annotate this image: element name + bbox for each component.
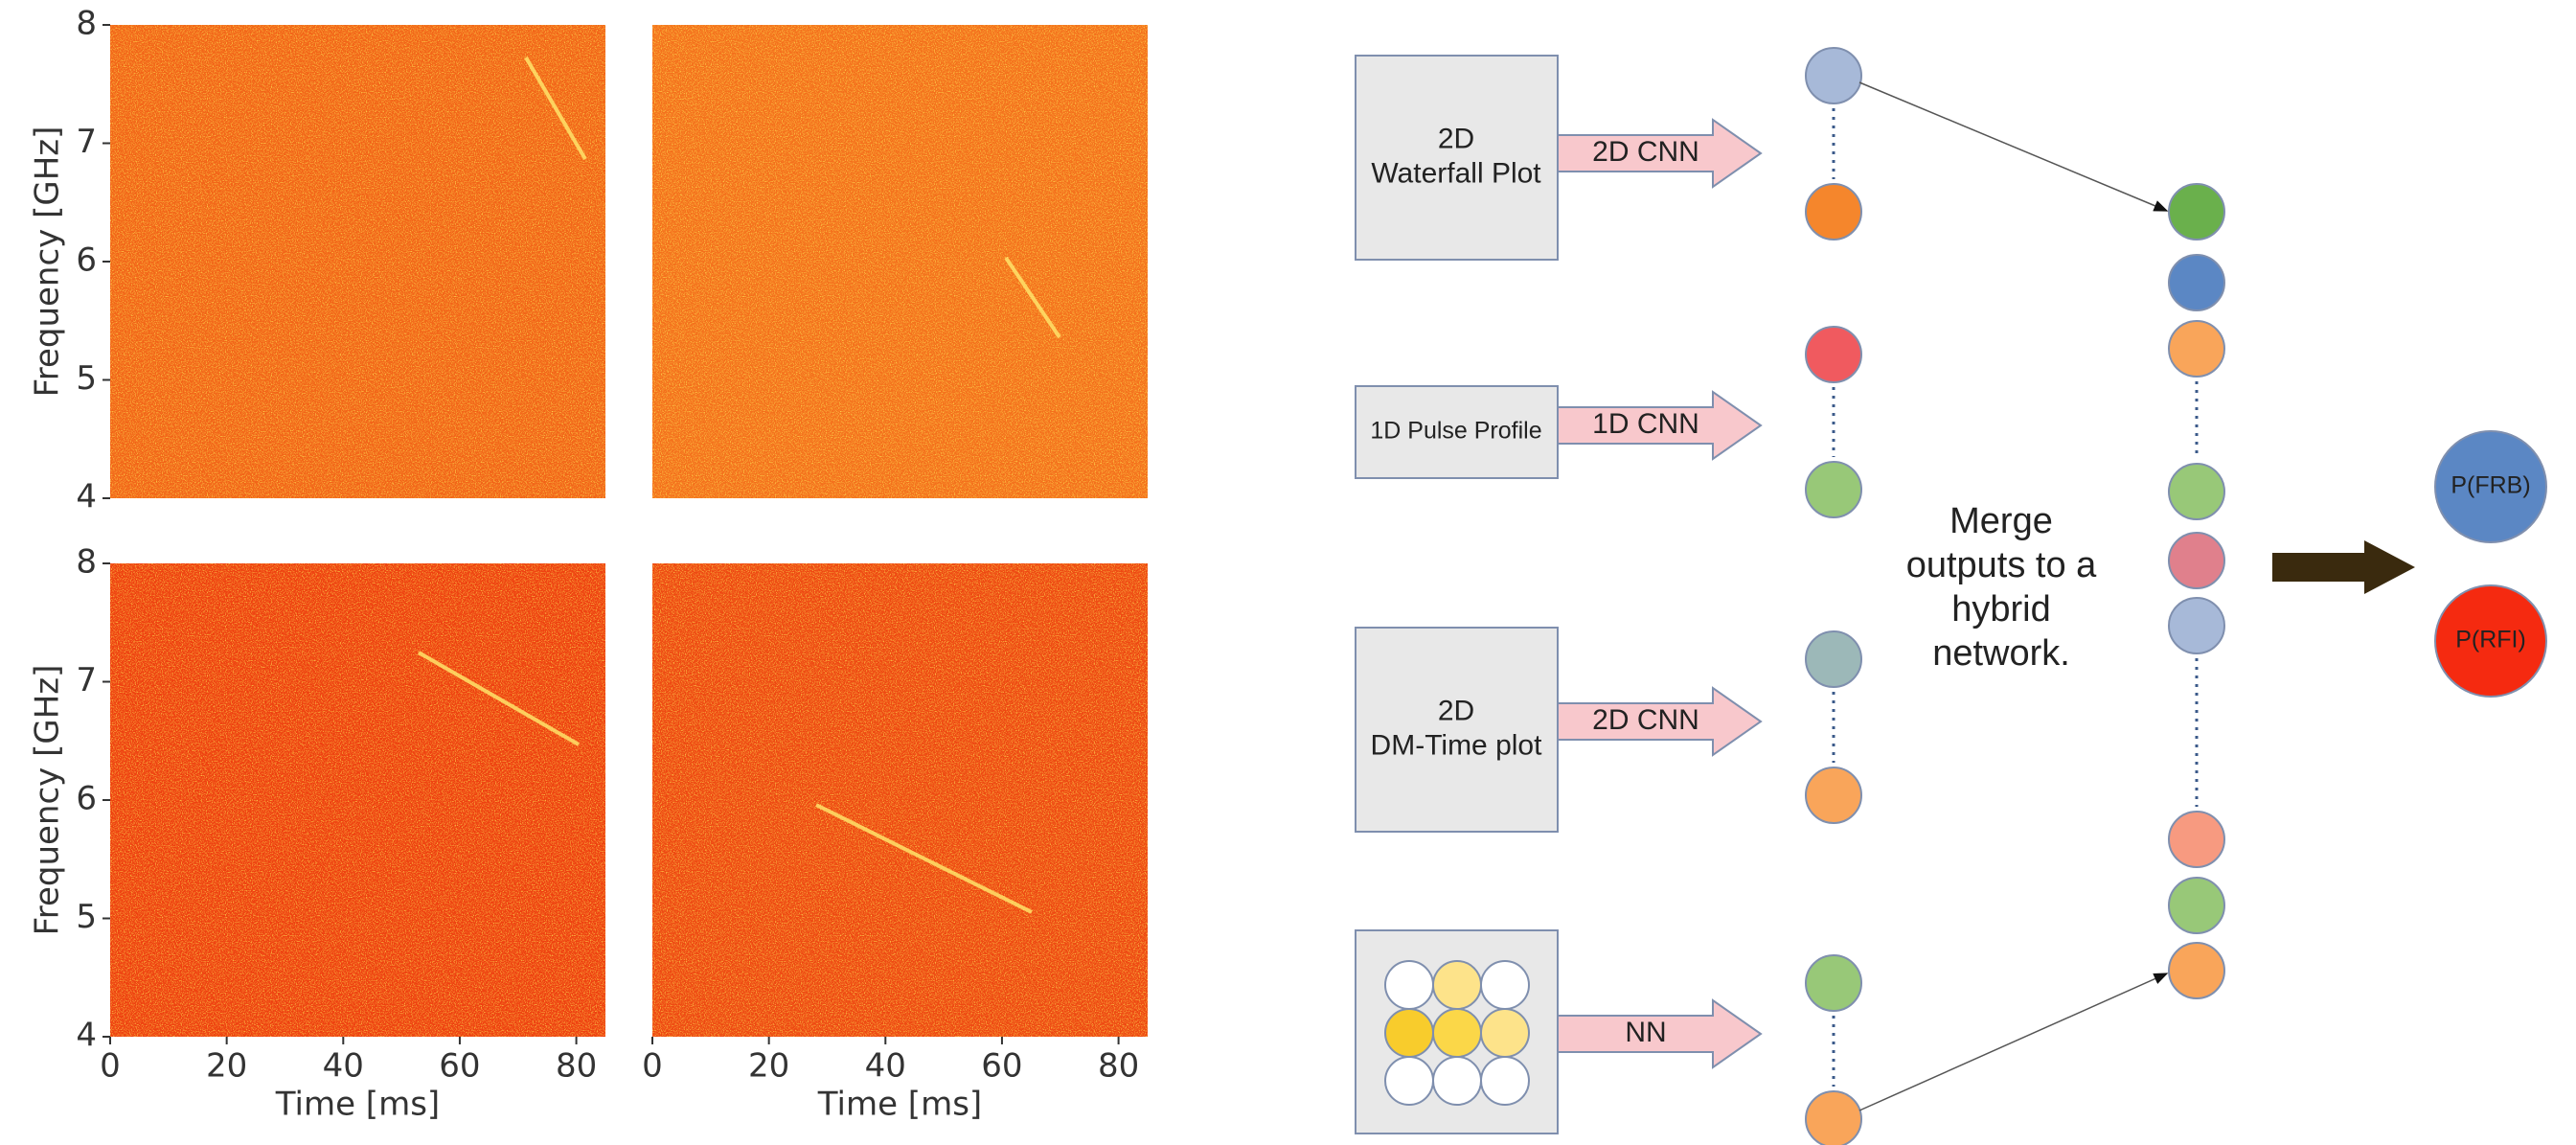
- merged-node: [2169, 598, 2224, 653]
- input-label: 2D: [1438, 695, 1474, 726]
- feature-node: [1806, 48, 1861, 103]
- waterfall-noise: [110, 25, 605, 498]
- x-tick-label: 60: [439, 1047, 480, 1086]
- y-tick-label: 8: [76, 543, 97, 582]
- y-axis-label: Frequency [GHz]: [29, 665, 67, 936]
- y-tick-label: 8: [76, 5, 97, 43]
- input-label: 1D Pulse Profile: [1370, 418, 1541, 445]
- arrow-label: 1D CNN: [1592, 408, 1699, 440]
- merged-node: [2169, 321, 2224, 377]
- grid-node: [1481, 961, 1529, 1009]
- waterfall-noise: [652, 25, 1148, 498]
- arrow-label: 2D CNN: [1592, 704, 1699, 736]
- merged-node: [2169, 464, 2224, 519]
- output-arrow: [2272, 540, 2415, 594]
- merge-text: Merge: [1949, 501, 2053, 541]
- y-tick-label: 6: [76, 780, 97, 818]
- x-tick-label: 0: [642, 1047, 663, 1086]
- merge-text: outputs to a: [1906, 545, 2097, 585]
- y-tick-label: 7: [76, 123, 97, 161]
- input-label: 2D: [1438, 123, 1474, 154]
- arrow-label: NN: [1625, 1017, 1666, 1048]
- input-label: DM-Time plot: [1371, 729, 1543, 761]
- y-tick-label: 6: [76, 241, 97, 280]
- x-tick-label: 80: [556, 1047, 597, 1086]
- grid-node: [1385, 1057, 1433, 1105]
- arrow-label: 2D CNN: [1592, 136, 1699, 168]
- merged-node: [2169, 533, 2224, 588]
- y-tick-label: 7: [76, 661, 97, 699]
- y-tick-label: 4: [76, 478, 97, 516]
- x-tick-label: 20: [206, 1047, 247, 1086]
- grid-node: [1433, 1009, 1481, 1057]
- x-tick-label: 20: [748, 1047, 789, 1086]
- merged-node: [2169, 812, 2224, 867]
- waterfall-noise: [652, 563, 1148, 1037]
- y-tick-label: 5: [76, 359, 97, 398]
- x-tick-label: 40: [323, 1047, 364, 1086]
- merged-node: [2169, 943, 2224, 998]
- grid-node: [1481, 1057, 1529, 1105]
- y-tick-label: 5: [76, 898, 97, 936]
- x-tick-label: 60: [981, 1047, 1022, 1086]
- input-label: Waterfall Plot: [1371, 157, 1541, 189]
- merged-node: [2169, 255, 2224, 310]
- grid-node: [1481, 1009, 1529, 1057]
- feature-node: [1806, 462, 1861, 517]
- x-tick-label: 40: [865, 1047, 906, 1086]
- x-tick-label: 0: [100, 1047, 121, 1086]
- output-label: P(RFI): [2455, 627, 2526, 653]
- feature-node: [1806, 631, 1861, 687]
- x-axis-label: Time [ms]: [275, 1086, 440, 1124]
- feature-node: [1806, 327, 1861, 382]
- grid-node: [1385, 1009, 1433, 1057]
- merge-text: hybrid: [1951, 589, 2051, 630]
- figure: 4 5 6 7 8 Frequency [GHz] 4 5 6 7 8 Frequency [GHz]…: [0, 0, 2576, 1145]
- feature-node: [1806, 1091, 1861, 1145]
- merge-text: network.: [1932, 633, 2070, 674]
- grid-node: [1385, 961, 1433, 1009]
- merged-node: [2169, 184, 2224, 240]
- output-label: P(FRB): [2451, 472, 2530, 499]
- x-tick-label: 80: [1098, 1047, 1139, 1086]
- waterfall-noise: [110, 563, 605, 1037]
- feature-node: [1806, 184, 1861, 240]
- connector: [1859, 973, 2167, 1111]
- y-tick-label: 4: [76, 1017, 97, 1055]
- connector: [1859, 82, 2167, 211]
- feature-node: [1806, 955, 1861, 1011]
- merged-node: [2169, 878, 2224, 933]
- grid-node: [1433, 961, 1481, 1009]
- y-axis-label: Frequency [GHz]: [29, 126, 67, 398]
- grid-node: [1433, 1057, 1481, 1105]
- feature-node: [1806, 767, 1861, 823]
- x-axis-label: Time [ms]: [817, 1086, 982, 1124]
